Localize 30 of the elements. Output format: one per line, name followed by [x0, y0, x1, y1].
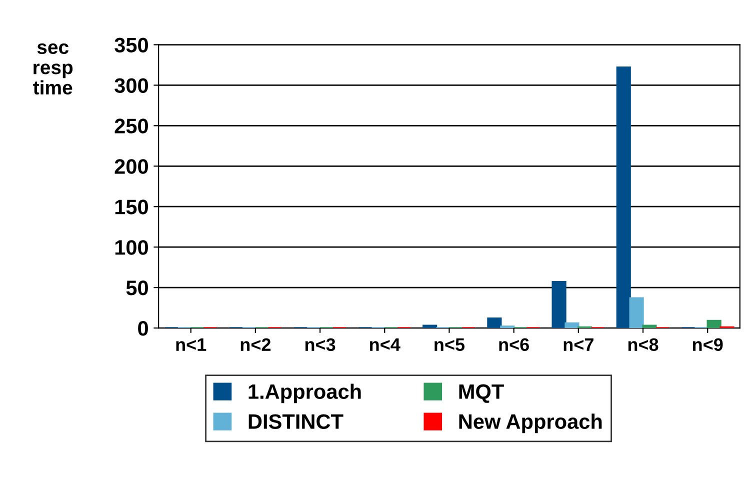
x-tick-label: n<8 — [628, 338, 658, 352]
x-tick-label: n<1 — [176, 338, 206, 351]
y-tick-label: 250 — [114, 118, 148, 134]
legend-label: DISTINCT — [248, 414, 344, 429]
bar — [706, 320, 722, 328]
y-tick-label: 150 — [115, 200, 148, 214]
bar — [552, 281, 566, 328]
x-tick-label: n<9 — [692, 338, 723, 352]
y-tick-label: 100 — [115, 240, 148, 255]
x-tick-label: n<7 — [564, 338, 594, 351]
y-tick-label: 300 — [114, 78, 148, 93]
legend-label: New Approach — [459, 414, 602, 434]
x-tick-label: n<6 — [499, 338, 529, 352]
y-tick-label: 350 — [114, 38, 148, 53]
bar — [642, 324, 657, 328]
bar — [629, 297, 644, 328]
bar — [616, 66, 631, 328]
legend-label: MQT — [459, 384, 504, 403]
y-tick-label: 0 — [138, 321, 148, 336]
bar — [564, 322, 580, 328]
y-tick-label: 200 — [114, 159, 148, 174]
bar — [487, 317, 502, 328]
x-tick-label: n<2 — [240, 338, 271, 351]
y-tick-label: 50 — [126, 280, 148, 296]
bar — [422, 324, 438, 328]
y-axis-title: sec resp time — [33, 43, 73, 95]
x-tick-label: n<3 — [305, 338, 336, 352]
x-tick-label: n<4 — [370, 338, 400, 351]
x-tick-label: n<5 — [434, 338, 465, 352]
legend-label: 1.Approach — [248, 384, 361, 404]
